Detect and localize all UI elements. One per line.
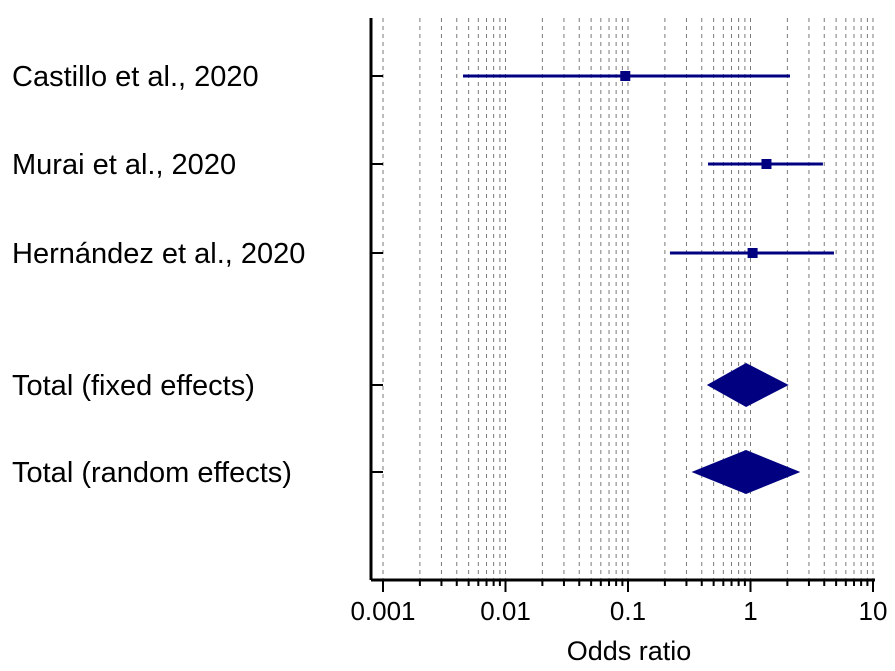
x-tick-label: 10 — [859, 596, 888, 626]
x-tick-label: 0.001 — [350, 596, 415, 626]
point-estimate — [761, 159, 772, 169]
x-tick-label: 0.01 — [480, 596, 531, 626]
axes — [369, 18, 875, 592]
summary-diamond — [706, 363, 789, 407]
total-label: Total (random effects) — [12, 457, 292, 489]
total-label: Total (fixed effects) — [12, 370, 255, 402]
x-tick-label: 1 — [743, 596, 757, 626]
study-label: Hernández et al., 2020 — [12, 238, 305, 270]
grid-lines — [382, 18, 874, 580]
study-label: Castillo et al., 2020 — [12, 61, 259, 93]
plot-marks — [463, 71, 834, 494]
point-estimate — [747, 248, 758, 258]
point-estimate — [620, 71, 631, 81]
labels: 0.001 0.01 0.1 1 10 Castillo et al., 2020 Mura… — [12, 61, 887, 626]
summary-diamond — [691, 450, 801, 494]
x-tick-label: 0.1 — [610, 596, 646, 626]
x-axis-title: Odds ratio — [567, 636, 692, 666]
study-label: Murai et al., 2020 — [12, 149, 236, 181]
